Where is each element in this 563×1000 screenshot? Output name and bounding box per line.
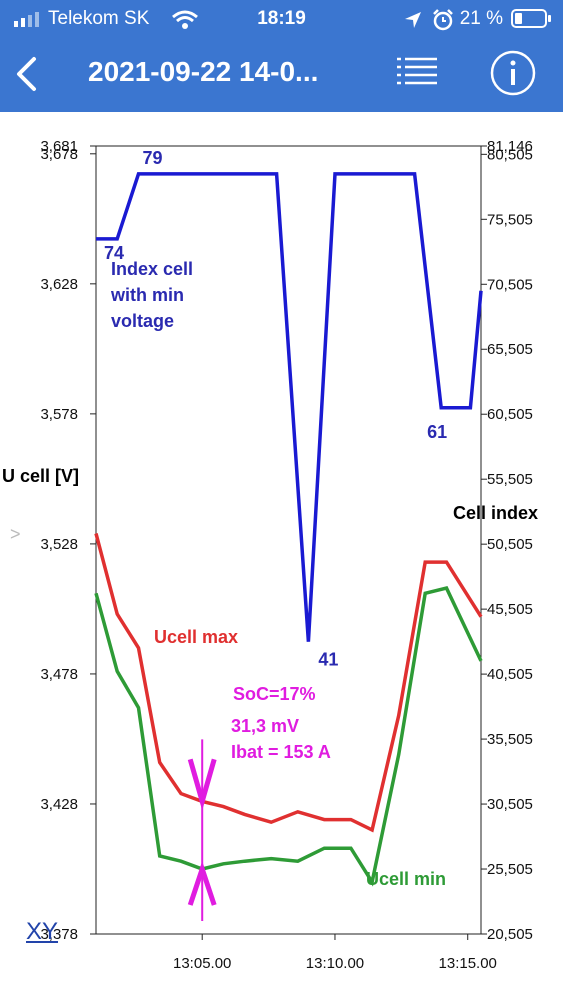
marker-annotation: 31,3 mV [231,716,299,736]
status-battery: 21 % [459,8,503,29]
index-point-label: 79 [142,148,162,168]
right-axis-tick-label: 20,505 [487,926,533,943]
right-axis-tick-label: 75,505 [487,211,533,228]
signal-icon [14,12,39,27]
marker-arrow-top [187,758,217,811]
index-cell-series-line [96,172,483,642]
right-axis-tick-label: 55,505 [487,471,533,488]
index-point-label: 41 [318,650,338,670]
ucell-min-label: Ucell min [366,869,446,889]
info-icon[interactable] [490,50,536,96]
right-axis-tick-label: 60,505 [487,406,533,423]
right-axis-tick-label: 50,505 [487,536,533,553]
left-axis-title: U cell [V] [2,466,79,486]
marker-annotation: Ibat = 153 A [231,742,331,762]
status-carrier: Telekom SK [48,8,150,29]
x-axis-tick-label: 13:15.00 [439,955,497,972]
alarm-icon [433,9,453,31]
left-axis-tick-label: 3,528 [40,536,78,553]
right-axis-tick-label: 35,505 [487,731,533,748]
left-axis-tick-label: 3,478 [40,666,78,683]
marker-annotation: SoC=17% [233,684,316,704]
index-point-label: 74 [104,243,124,263]
status-time: 18:19 [257,8,306,29]
right-axis-tick-label: 65,505 [487,341,533,358]
right-axis-tick-label: 81,146 [487,138,533,155]
right-axis-tick-label: 70,505 [487,276,533,293]
right-axis-tick-label: 25,505 [487,861,533,878]
left-axis-tick-label: 3,678 [40,146,78,163]
page-title: 2021-09-22 14-0... [88,56,319,87]
list-menu-icon[interactable] [395,54,439,90]
index-cell-label: Index cell with min voltage [110,259,193,331]
left-axis-tick-label: 3,578 [40,406,78,423]
left-axis-tick-label: 3,428 [40,796,78,813]
back-chevron-icon[interactable] [14,56,40,92]
right-axis-tick-label: 40,505 [487,666,533,683]
axis-chevron-hint: > [10,524,21,544]
left-axis-tick-label: 3,628 [40,276,78,293]
ucell-max-label: Ucell max [154,627,238,647]
cell-voltage-chart: 3,378 3,428 3,478 3,528 3,578 3,628 3,6783,681… [2,138,538,972]
right-axis-tick-label: 80,505 [487,146,533,163]
wifi-icon [172,10,198,29]
marker-arrow-bottom [187,861,217,906]
location-arrow-icon [405,12,421,28]
ucell-min-series-line [94,586,483,887]
left-axis-tick-label: 3,378 [40,926,78,943]
x-axis-tick-label: 13:10.00 [306,955,364,972]
right-axis-tick-label: 45,505 [487,601,533,618]
ucell-max-series-line [94,533,483,833]
app-header: Telekom SK 18:19 21 % 2021-09-22 14-0... [0,0,563,112]
x-axis-tick-label: 13:05.00 [173,955,231,972]
xy-link[interactable]: XY [26,918,59,945]
left-axis-tick-label: 3,681 [40,138,78,155]
battery-icon [511,9,551,28]
right-axis-title: Cell index [453,503,538,523]
right-axis-tick-label: 30,505 [487,796,533,813]
index-point-label: 61 [427,422,447,442]
